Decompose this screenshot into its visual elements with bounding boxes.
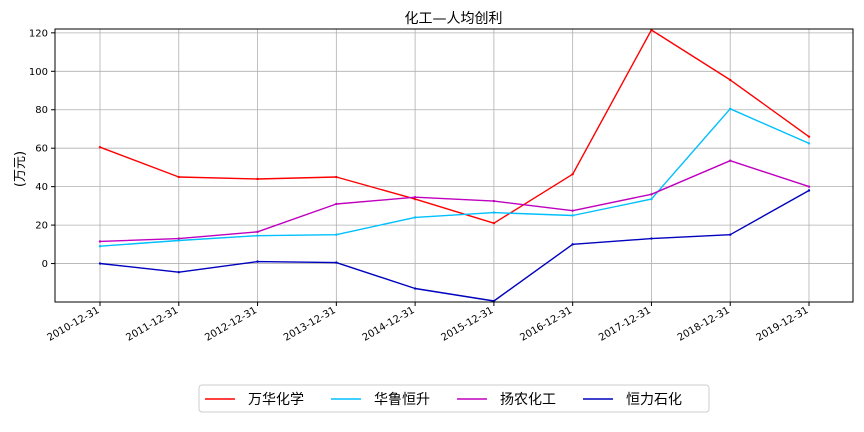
data-point (335, 233, 338, 236)
legend-box (198, 384, 710, 413)
y-axis-label: (万元) (13, 151, 28, 187)
data-point (650, 197, 653, 201)
data-point (335, 261, 338, 264)
data-point (729, 107, 732, 110)
data-point (177, 175, 180, 179)
data-point (335, 175, 338, 179)
legend-label: 扬农化工 (500, 392, 556, 408)
data-point (807, 185, 811, 188)
data-point (571, 243, 574, 246)
data-point (807, 189, 811, 192)
data-point (650, 237, 653, 240)
x-tick-label: 2019-12-31 (755, 305, 811, 344)
data-point (413, 197, 417, 201)
series-lines (98, 28, 811, 303)
data-point (98, 262, 102, 265)
data-point (256, 234, 259, 237)
data-point (571, 209, 574, 212)
data-point (256, 177, 259, 181)
legend-label: 华鲁恒升 (374, 392, 430, 408)
grid (55, 29, 853, 302)
data-point (492, 211, 496, 214)
data-point (256, 260, 259, 263)
x-tick-label: 2016-12-31 (518, 305, 574, 344)
x-tick-label: 2010-12-31 (46, 305, 102, 344)
data-point (177, 237, 180, 240)
y-tick-label: 100 (29, 67, 48, 78)
data-point (98, 240, 102, 243)
x-axis-ticks: 2010-12-31 2011-12-31 2012-12-31 2013-12-31… (46, 302, 811, 344)
data-point (492, 221, 496, 225)
y-tick-label: 120 (29, 28, 48, 39)
series-line-华鲁恒升 (99, 108, 810, 247)
legend-label: 恒力石化 (626, 392, 682, 408)
data-point (492, 199, 496, 203)
chart-title: 化工—人均创利 (405, 11, 503, 27)
data-point (413, 287, 417, 290)
data-point (177, 271, 180, 274)
x-tick-label: 2017-12-31 (597, 305, 653, 344)
data-point (729, 233, 732, 236)
data-point (571, 172, 574, 176)
y-tick-label: 40 (35, 182, 48, 193)
x-tick-label: 2014-12-31 (361, 305, 417, 344)
x-tick-label: 2013-12-31 (282, 305, 338, 344)
x-tick-label: 2018-12-31 (676, 305, 732, 344)
data-point (729, 159, 732, 162)
plot-frame (54, 28, 854, 303)
legend: 万华化学 华鲁恒升 扬农化工 恒力石化 (198, 384, 710, 413)
x-tick-label: 2012-12-31 (203, 305, 259, 344)
data-point (413, 216, 417, 219)
data-point (413, 196, 417, 199)
data-point (807, 135, 811, 138)
series-line-恒力石化 (99, 189, 810, 302)
y-tick-label: 0 (42, 259, 48, 270)
data-point (729, 78, 732, 82)
x-tick-label: 2015-12-31 (440, 305, 496, 344)
y-tick-label: 60 (35, 144, 48, 155)
series-line-扬农化工 (99, 159, 810, 243)
data-point (98, 146, 102, 149)
y-axis-ticks: 0 20 40 60 80 100 120 (29, 28, 55, 270)
y-tick-label: 80 (35, 105, 48, 116)
series-line-万华化学 (99, 29, 810, 224)
data-point (256, 230, 259, 234)
data-point (177, 239, 180, 242)
data-point (335, 202, 338, 206)
data-point (571, 214, 574, 217)
data-point (650, 193, 653, 196)
legend-label: 万华化学 (248, 392, 304, 408)
data-point (807, 142, 811, 145)
x-tick-label: 2011-12-31 (124, 305, 180, 344)
y-tick-label: 20 (35, 221, 48, 232)
data-point (98, 245, 102, 248)
